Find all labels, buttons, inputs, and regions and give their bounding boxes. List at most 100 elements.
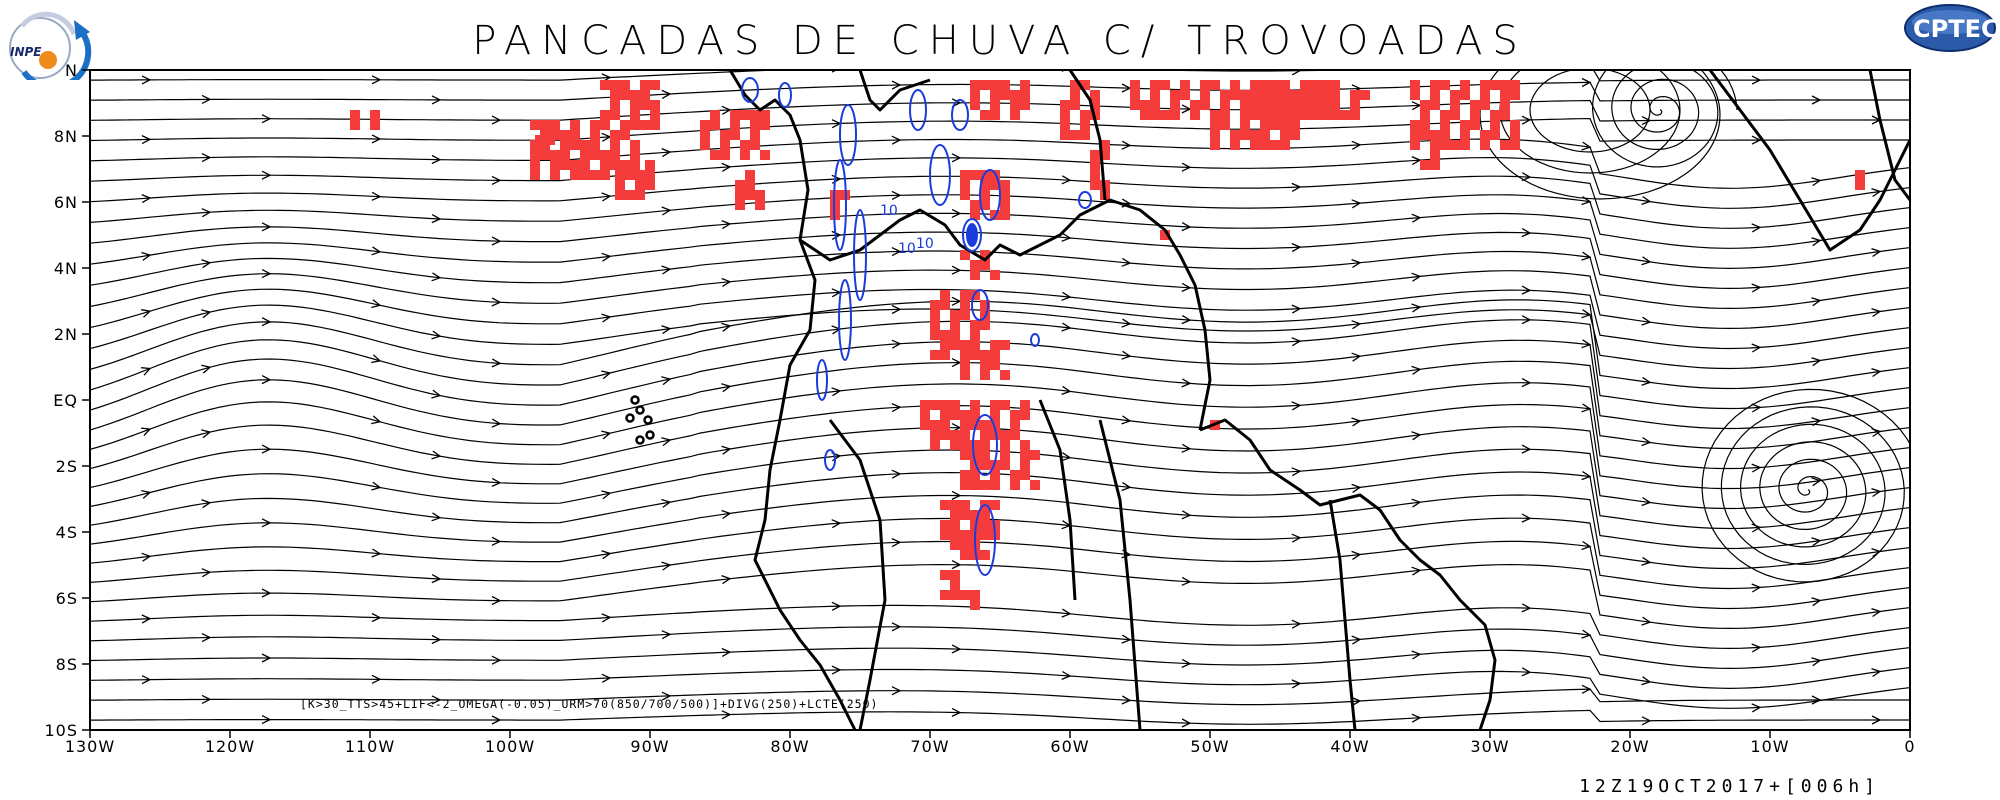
rain-cell [1100,140,1110,150]
streamline-arrow [1811,95,1822,105]
streamline-arrow [1181,658,1192,668]
rain-cell [990,400,1000,410]
streamline [90,304,1910,370]
rain-cell [1310,100,1320,110]
rain-cell [1300,90,1310,100]
streamline [90,688,1910,706]
rain-cell [1150,110,1160,120]
rain-cell [980,450,990,460]
rain-cell [980,190,990,200]
rain-cell [735,180,745,190]
rain-cell [1000,400,1010,410]
rain-cell [1500,80,1510,90]
rain-cell [1010,480,1020,490]
streamline-arrow [491,477,502,487]
rain-cell [1260,130,1270,140]
streamline-arrow [1581,339,1592,349]
streamline-arrow [1641,316,1652,326]
rain-cell [1310,90,1320,100]
x-tick-label: 30W [1470,737,1509,756]
rain-cell [1000,450,1010,460]
streamline [90,212,1910,270]
streamline-arrow [721,219,732,230]
rain-cell [750,130,760,140]
rain-cell [940,500,950,510]
rain-cell [615,160,625,170]
rain-cell [1230,90,1240,100]
rain-cell [1330,110,1340,120]
rain-cell [610,140,620,150]
rain-cell [750,120,760,130]
rain-cell [1290,130,1300,140]
streamline-arrow [431,574,442,584]
rain-cell [600,110,610,120]
rain-cell [1510,80,1520,90]
rain-cell [980,480,990,490]
rain-cell [1420,130,1430,140]
rain-cell [1060,100,1070,110]
rain-cell [950,320,960,330]
streamline-arrow [601,313,612,323]
streamline [90,250,1910,310]
contour-line [972,414,998,476]
streamline-arrow [951,644,962,654]
rain-cell [1280,90,1290,100]
contour-line [824,449,836,471]
streamline-arrow [431,695,442,705]
streamline-arrow [891,190,902,200]
rain-cell [960,440,970,450]
rain-cell [980,360,990,370]
rain-cell [950,430,960,440]
streamline-arrow [661,630,672,640]
forecast-timestamp: 12Z19OCT2017+[006h] [1579,776,1880,797]
rain-cell [1430,130,1440,140]
streamline-arrow [1581,141,1592,151]
rain-cell [1000,460,1010,470]
streamline-arrow [201,259,212,269]
rain-cell [1290,90,1300,100]
coastline [828,419,887,730]
streamline-arrow [1811,695,1822,705]
rain-cell [950,330,960,340]
streamline-arrow [141,675,152,685]
rain-cell [970,400,980,410]
rain-cell [930,420,940,430]
streamline [90,647,1910,690]
streamline-arrow [371,481,382,491]
rain-cell [1210,130,1220,140]
rain-cell [980,80,990,90]
rain-cell [980,350,990,360]
rain-cell [960,500,970,510]
rain-cell [980,300,990,310]
streamline-arrow [1351,417,1362,427]
rain-cell [1090,150,1100,160]
rain-cell [1070,90,1080,100]
rain-cell [650,80,660,90]
rain-cell [1490,80,1500,90]
streamline-arrow [1751,463,1762,473]
y-tick-label: 2N [54,325,78,344]
streamline-arrow [1641,116,1652,126]
rain-cell [1200,80,1210,90]
streamline-arrow [951,490,962,500]
rain-cell [1280,130,1290,140]
rain-cell [735,190,745,200]
cyclonic-vortex [1701,388,1910,583]
rain-cell [1240,100,1250,110]
rain-cell [970,320,980,330]
rain-cell [960,540,970,550]
rain-cell [970,340,980,350]
streamline-arrow [951,153,962,163]
rain-cell [1090,180,1100,190]
streamline-arrow [1121,634,1132,644]
rain-cell [730,110,740,120]
rain-cell [1160,230,1170,240]
streamline-arrow [1121,695,1132,705]
streamline-arrow [1181,718,1192,728]
rain-cell [950,570,960,580]
rain-cell [1510,120,1520,130]
streamline-arrow [891,339,902,349]
streamline [90,382,1910,470]
streamline-arrow [491,115,502,125]
streamline-arrow [1751,403,1762,413]
